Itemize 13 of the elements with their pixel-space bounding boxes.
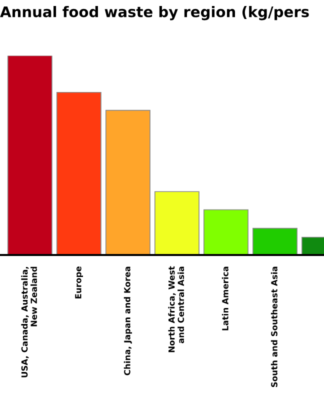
bar (203, 209, 248, 255)
x-tick-label: South and Southeast Asia (270, 266, 278, 387)
x-tick-label: USA, Canada, Australia, New Zealand (21, 266, 37, 378)
bar (154, 191, 200, 255)
bar (105, 110, 150, 255)
x-tick-label: China, Japan and Korea (124, 266, 132, 376)
x-tick-label: North Africa, West and Central Asia (168, 266, 184, 352)
bar (252, 228, 298, 255)
x-tick-label: Europe (75, 266, 83, 298)
chart-title: Annual food waste by region (kg/pers (0, 6, 309, 20)
bar (7, 56, 52, 255)
x-tick-label: Latin America (222, 266, 228, 330)
bar (56, 92, 102, 255)
